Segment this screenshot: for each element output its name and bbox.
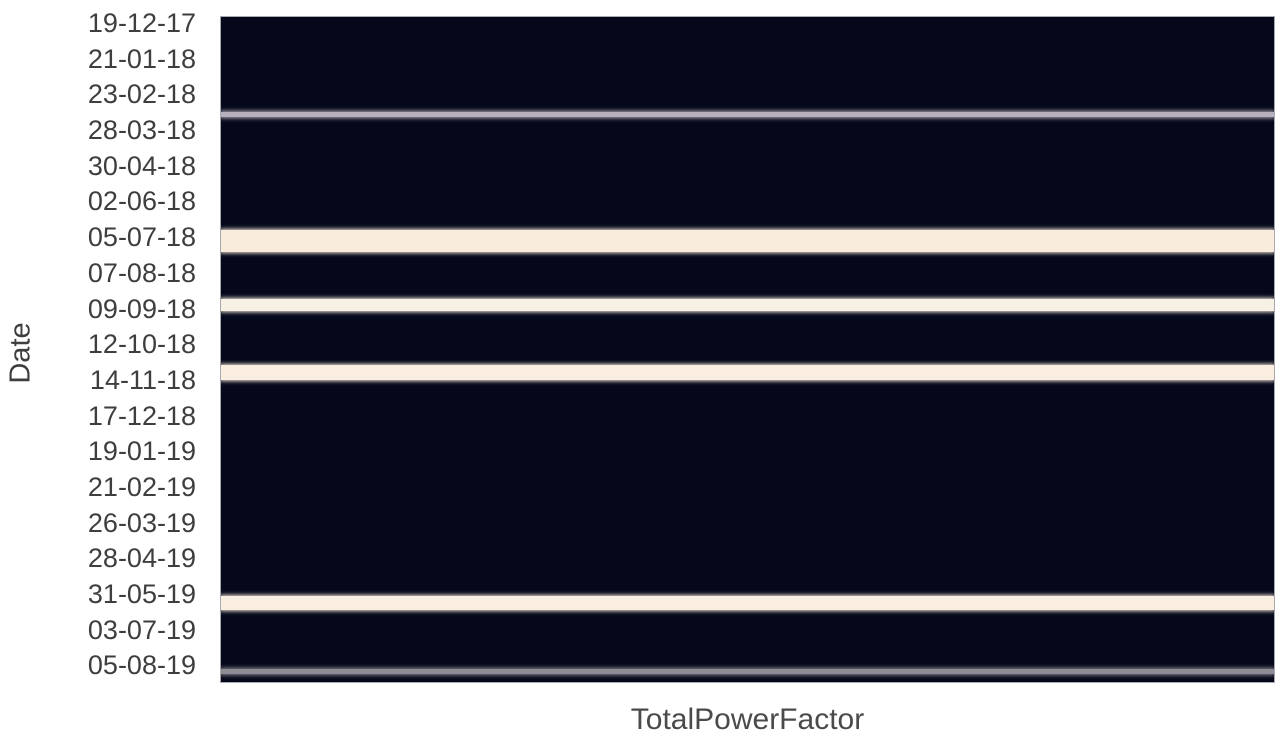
y-tick-label: 07-08-18 — [87, 258, 196, 288]
x-axis-title: TotalPowerFactor — [630, 703, 865, 736]
y-tick-label: 21-01-18 — [87, 44, 196, 74]
y-tick-label: 12-10-18 — [87, 329, 196, 359]
y-tick-label: 19-01-19 — [87, 436, 196, 466]
y-tick-label: 28-04-19 — [87, 543, 196, 573]
y-tick-label: 31-05-19 — [87, 579, 196, 609]
heatmap-band — [221, 668, 1274, 674]
y-tick-label: 02-06-18 — [87, 186, 196, 216]
y-tick-label: 28-03-18 — [87, 115, 196, 145]
heatmap-band — [221, 230, 1274, 253]
y-axis-tick-labels: 19-12-17 21-01-18 23-02-18 28-03-18 30-04-18… — [0, 8, 196, 682]
heatmap-band — [221, 595, 1274, 610]
y-tick-label: 30-04-18 — [87, 151, 196, 181]
y-tick-label: 21-02-19 — [87, 472, 196, 502]
y-tick-label: 26-03-19 — [87, 508, 196, 538]
y-tick-label: 05-08-19 — [87, 650, 196, 680]
heatmap-area — [220, 16, 1275, 683]
y-tick-label: 03-07-19 — [87, 615, 196, 645]
heatmap-band — [221, 112, 1274, 118]
y-tick-label: 14-11-18 — [89, 365, 196, 395]
y-tick-label: 17-12-18 — [87, 401, 196, 431]
y-tick-label: 23-02-18 — [87, 79, 196, 109]
heatmap-band — [221, 364, 1274, 380]
y-tick-label: 19-12-17 — [87, 8, 196, 38]
heatmap-band — [221, 298, 1274, 311]
y-tick-label: 05-07-18 — [87, 222, 196, 252]
y-tick-label: 09-09-18 — [87, 294, 196, 324]
